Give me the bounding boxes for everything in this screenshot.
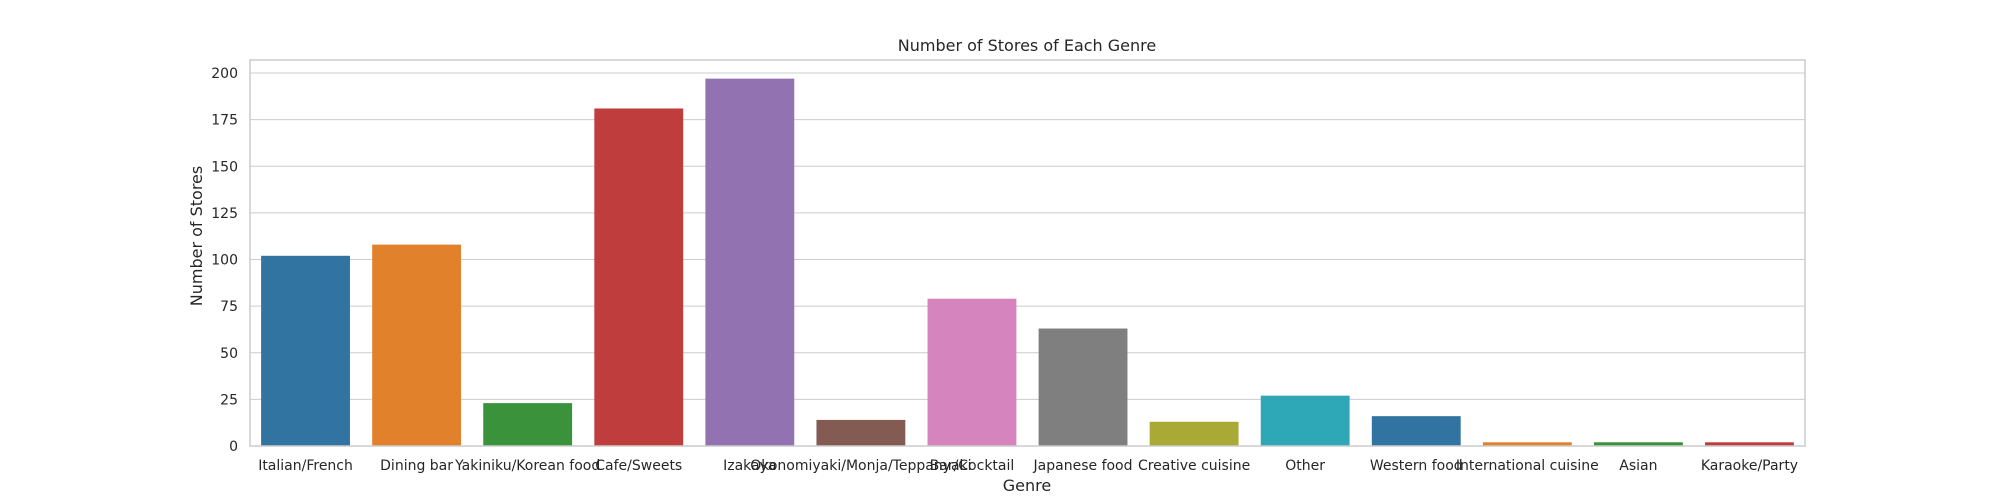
x-tick-label: Other [1285,458,1325,474]
x-tick-label: Okonomiyaki/Monja/Teppanyaki [750,458,971,474]
bar [705,78,795,447]
x-tick-label: Dining bar [380,458,453,474]
x-tick-labels: Italian/French Dining bar Yakiniku/Korean … [258,458,1798,474]
y-tick-label: 100 [211,253,238,269]
x-tick-label: Karaoke/Party [1701,458,1798,474]
y-tick-label: 150 [211,159,238,175]
x-tick-label: Western food [1370,458,1463,474]
bars [261,78,1794,447]
x-tick-label: Bar/Cocktail [930,458,1015,474]
bar [594,108,684,446]
bar [261,255,350,446]
bar [372,244,462,446]
y-tick-label: 125 [211,206,238,222]
y-gridlines [250,72,1805,447]
bar [483,403,573,446]
y-tick-label: 0 [229,439,238,455]
x-tick-label: Asian [1619,458,1657,474]
bar [1038,328,1128,446]
bar [816,419,906,446]
y-tick-label: 200 [211,66,238,82]
bar [927,298,1017,446]
y-tick-label: 175 [211,113,238,129]
y-tick-label: 75 [220,299,238,315]
x-tick-label: Cafe/Sweets [595,458,682,474]
bar [1705,442,1794,446]
bar [1593,442,1683,446]
y-tick-labels: 0 25 50 75 100 125 150 175 200 [211,66,238,455]
bar [1482,442,1572,446]
plot-frame [249,59,1806,447]
y-tick-label: 50 [220,346,238,362]
x-tick-label: Izakaya [723,458,776,474]
y-tick-label: 25 [220,392,238,408]
x-tick-label: Japanese food [1033,458,1133,474]
x-tick-label: International cuisine [1456,458,1599,474]
x-tick-label: Creative cuisine [1138,458,1250,474]
chart-title: Number of Stores of Each Genre [898,36,1156,55]
x-axis-title: Genre [1003,476,1051,495]
bar [1149,421,1239,446]
y-axis-title: Number of Stores [187,166,206,307]
x-tick-label: Italian/French [258,458,353,474]
bar [1260,395,1350,446]
bar [1371,416,1461,446]
x-tick-label: Yakiniku/Korean food [454,458,600,474]
